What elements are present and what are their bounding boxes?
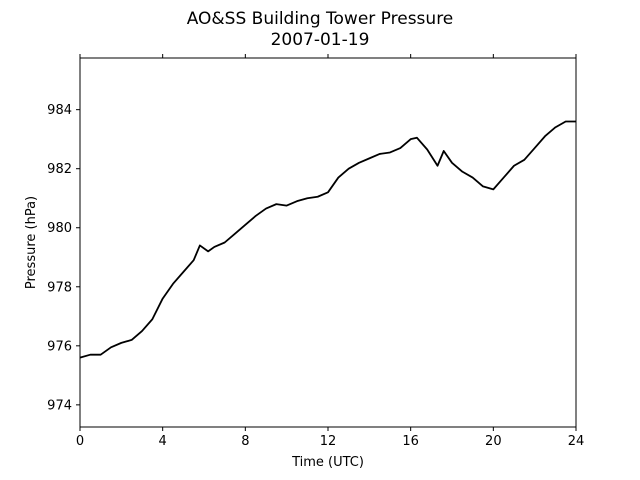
y-axis-label: Pressure (hPa): [24, 196, 39, 289]
y-tick-label: 980: [47, 221, 72, 236]
plot-frame: [79, 57, 577, 428]
x-axis-label: Time (UTC): [291, 455, 364, 470]
y-tick-label: 982: [47, 162, 72, 177]
axis-ticks: [76, 54, 577, 431]
pressure-series-line: [79, 120, 576, 359]
axis-tick-labels: 0 4 8 12 16 20 24 974 976 978 980 982 984: [47, 103, 584, 449]
y-tick-label: 976: [47, 339, 72, 354]
y-tick-label: 978: [47, 280, 72, 295]
x-tick-label: 8: [241, 434, 249, 449]
x-tick-label: 20: [485, 434, 502, 449]
chart-subtitle: 2007-01-19: [271, 30, 370, 50]
chart-title: AO&SS Building Tower Pressure: [187, 9, 454, 29]
y-tick-label: 984: [47, 103, 72, 118]
x-tick-label: 4: [159, 434, 167, 449]
x-tick-label: 16: [402, 434, 419, 449]
y-tick-label: 974: [47, 398, 72, 413]
x-tick-label: 0: [76, 434, 84, 449]
x-tick-label: 24: [568, 434, 585, 449]
x-tick-label: 12: [320, 434, 337, 449]
